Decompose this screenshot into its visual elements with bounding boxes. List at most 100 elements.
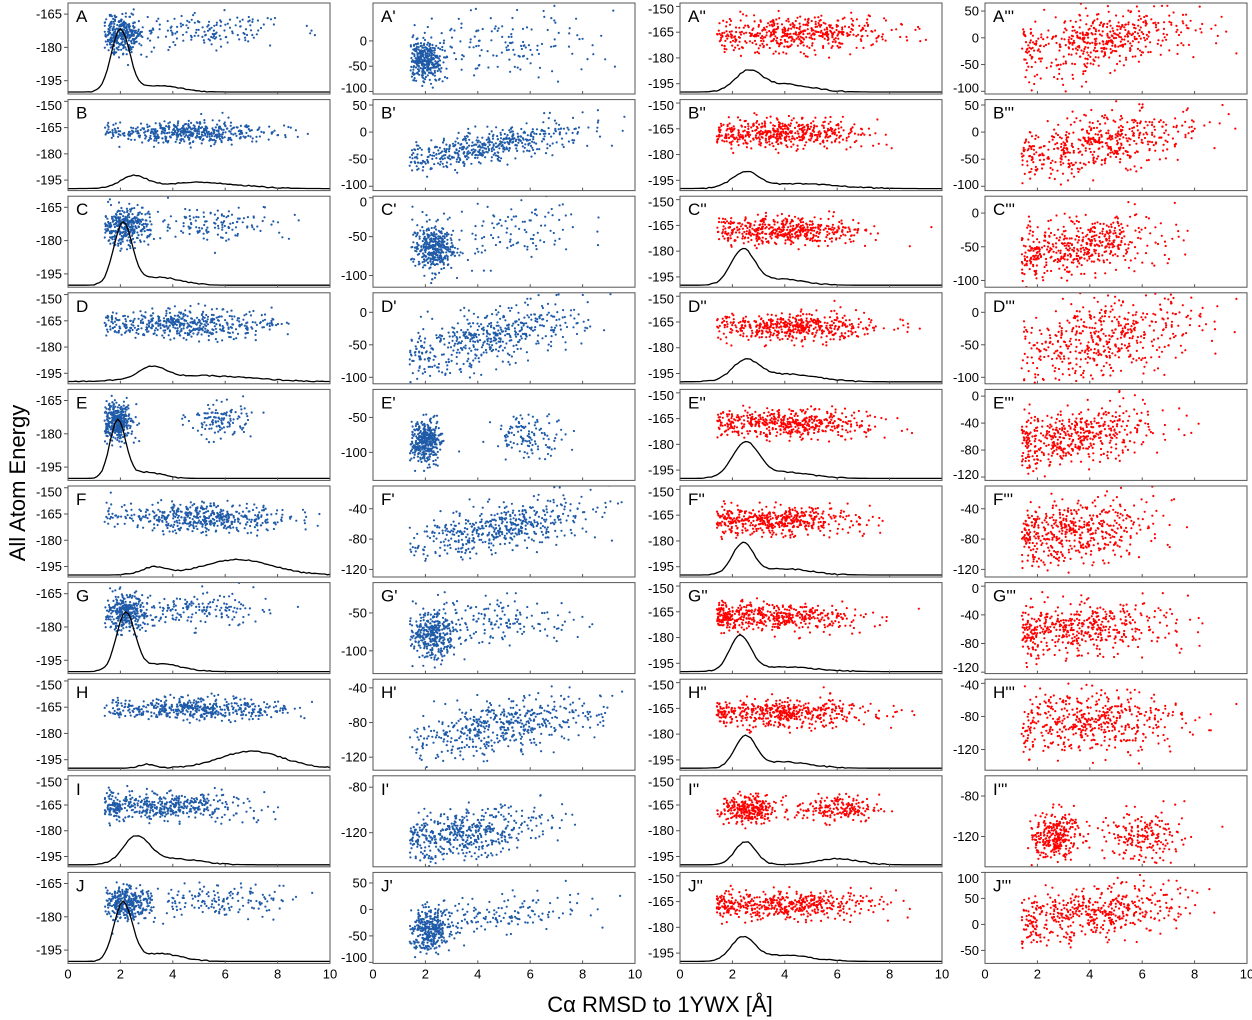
data-point [876, 36, 879, 39]
data-point [455, 148, 458, 151]
data-point [1058, 136, 1062, 139]
data-point [1131, 119, 1134, 122]
data-point [483, 147, 486, 150]
data-point [1024, 140, 1027, 143]
data-point [1107, 10, 1110, 13]
data-point [529, 134, 532, 137]
data-point [1088, 125, 1091, 128]
data-point [1101, 25, 1105, 28]
data-point [477, 29, 480, 32]
data-point [604, 58, 607, 61]
data-point [725, 48, 728, 51]
data-point [225, 239, 228, 242]
data-point [763, 131, 767, 134]
data-point [1146, 140, 1150, 143]
data-point [192, 124, 195, 127]
data-point [470, 149, 473, 152]
data-point [1134, 30, 1137, 34]
data-point [426, 228, 429, 231]
data-point [1023, 172, 1026, 175]
data-point [730, 30, 733, 33]
data-point [543, 130, 546, 133]
data-point [130, 31, 133, 34]
data-point [456, 251, 459, 254]
scatter-points [680, 112, 942, 190]
data-point [568, 27, 571, 30]
data-point [532, 233, 535, 237]
data-point [533, 141, 536, 144]
data-point [197, 132, 201, 135]
data-point [198, 229, 201, 232]
data-point [1056, 133, 1060, 137]
data-point [127, 131, 130, 134]
data-point [1053, 136, 1056, 139]
data-point [446, 249, 450, 252]
data-point [113, 18, 117, 21]
data-point [754, 136, 757, 139]
data-point [1165, 33, 1169, 36]
data-point [581, 111, 584, 114]
data-point [761, 132, 764, 135]
data-point [444, 232, 447, 236]
data-point [108, 41, 112, 44]
data-point [731, 135, 734, 138]
y-tick-label: -100 [341, 268, 367, 283]
data-point [1112, 119, 1115, 122]
data-point [1049, 161, 1052, 165]
data-point [192, 216, 195, 219]
data-point [181, 23, 184, 26]
data-point [555, 141, 558, 144]
data-point [146, 15, 149, 19]
data-point [1089, 55, 1092, 59]
data-point [758, 123, 761, 126]
data-point [408, 156, 412, 159]
data-point [743, 139, 747, 142]
data-point [135, 31, 138, 34]
data-point [420, 60, 423, 64]
data-point [1082, 72, 1085, 75]
data-point [126, 220, 130, 223]
data-point [432, 240, 435, 243]
data-point [187, 124, 190, 127]
data-point [106, 34, 109, 37]
data-point [167, 48, 170, 52]
data-point [412, 260, 415, 263]
data-point [444, 247, 447, 250]
data-point [1025, 62, 1028, 65]
data-point [1134, 55, 1137, 58]
data-point [443, 157, 446, 160]
data-point [817, 22, 820, 25]
scatter-points [1020, 100, 1237, 186]
data-point [109, 46, 112, 49]
data-point [145, 135, 148, 138]
data-point [765, 116, 768, 119]
data-point [493, 27, 496, 30]
scatter-points [1021, 3, 1238, 93]
data-point [445, 231, 449, 234]
data-point [1132, 121, 1135, 124]
data-point [1111, 27, 1114, 30]
data-point [441, 158, 444, 161]
data-point [1064, 62, 1068, 65]
data-point [183, 135, 186, 138]
data-point [786, 145, 789, 149]
data-point [766, 130, 769, 133]
data-point [786, 126, 789, 129]
data-point [463, 164, 466, 167]
data-point [211, 32, 214, 36]
data-point [120, 234, 123, 238]
data-point [529, 237, 533, 240]
data-point [153, 46, 156, 49]
data-point [718, 130, 721, 133]
data-point [134, 130, 137, 133]
data-point [1087, 46, 1090, 49]
data-point [1118, 25, 1121, 28]
data-point [612, 9, 615, 12]
data-point [460, 26, 463, 29]
data-point [558, 237, 561, 240]
data-point [196, 132, 199, 135]
data-point [754, 51, 757, 54]
data-point [427, 71, 430, 74]
data-point [744, 125, 747, 129]
data-point [238, 38, 241, 41]
